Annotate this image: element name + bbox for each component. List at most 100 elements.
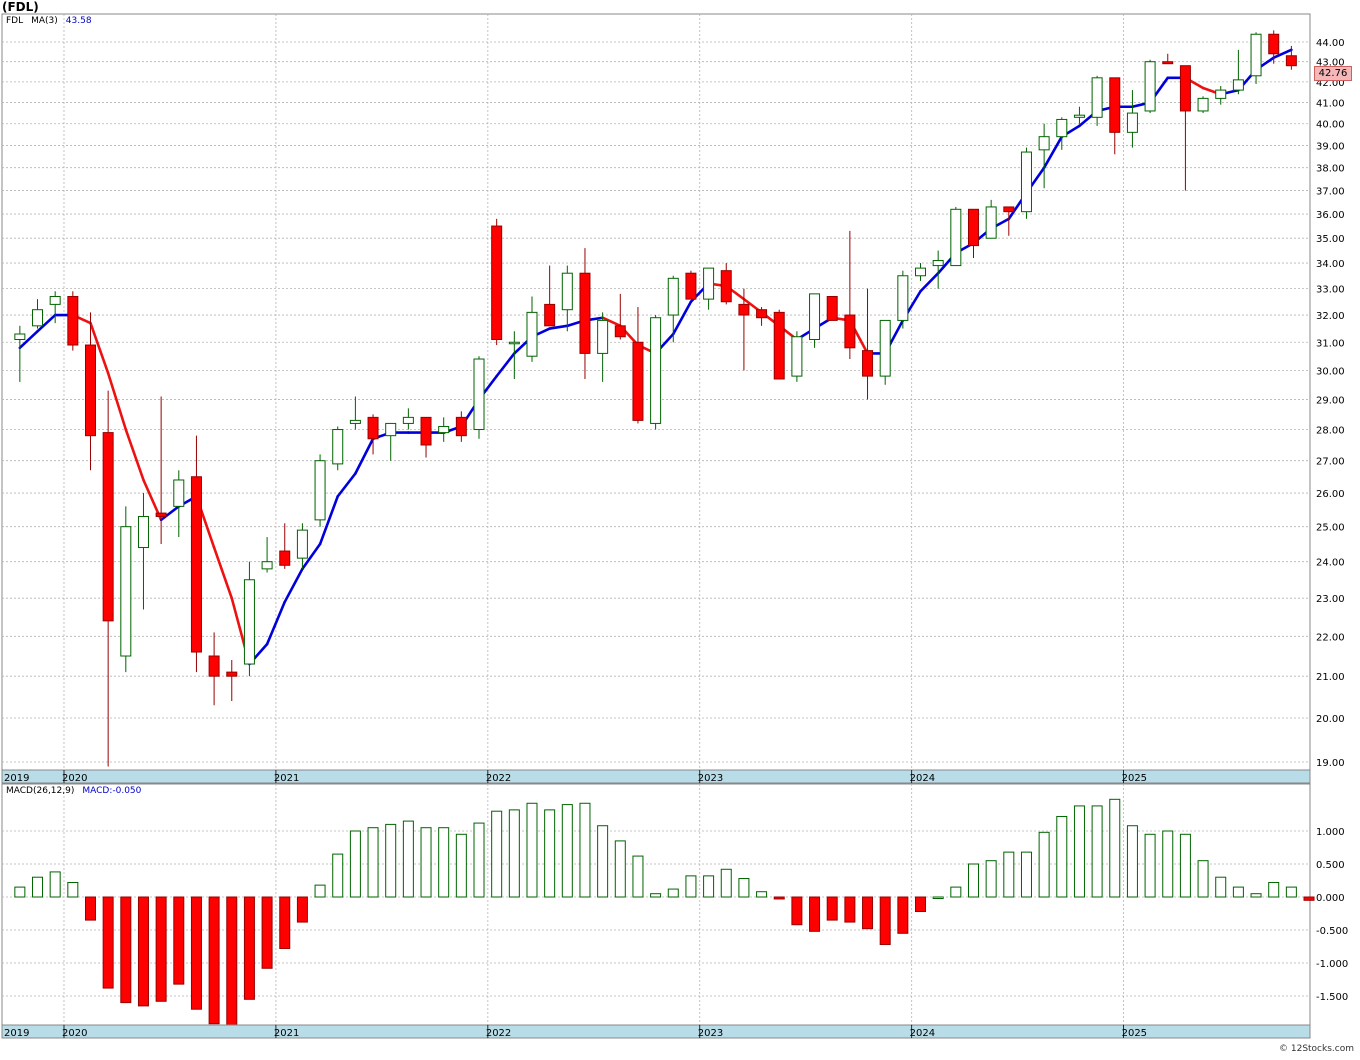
candle-up (137, 515, 149, 549)
ma-segment (124, 428, 145, 482)
candle-up (1232, 79, 1244, 91)
macd-bar-negative (155, 896, 167, 1002)
candle-up (1215, 89, 1227, 99)
year-label: 2023 (698, 1028, 723, 1039)
candle-down (367, 416, 379, 440)
macd-bar-negative (120, 896, 132, 1004)
macd-bar-positive (614, 840, 626, 898)
watermark: © 12Stocks.com (1279, 1044, 1354, 1054)
macd-bar-positive (967, 863, 979, 898)
macd-bar-negative (296, 896, 308, 923)
price-tick-label: 35.00 (1316, 234, 1345, 245)
macd-bar-positive (32, 876, 44, 898)
year-label: 2020 (62, 773, 87, 784)
candle-down (155, 512, 167, 517)
candle-down (491, 225, 503, 341)
chart-title: (FDL) (2, 0, 39, 14)
candle-up (1020, 151, 1032, 213)
macd-bar-positive (1179, 833, 1191, 898)
price-tick-label: 23.00 (1316, 594, 1345, 605)
candle-up (49, 295, 61, 305)
price-date-band (1, 769, 1311, 784)
ma-segment (671, 300, 693, 336)
price-axis: 19.00 20.00 21.00 22.00 23.00 24.00 25.00 26.00… (1316, 38, 1345, 769)
macd-bar-positive (67, 881, 79, 898)
price-tick-label: 20.00 (1316, 714, 1345, 725)
price-tick-label: 30.00 (1316, 366, 1345, 377)
macd-bar-positive (1215, 876, 1227, 898)
ma-segment (354, 437, 375, 475)
candle-down (67, 295, 79, 346)
price-tick-label: 39.00 (1316, 141, 1345, 152)
candle-up (473, 358, 485, 431)
candle-up (349, 419, 361, 424)
macd-bar-positive (632, 855, 644, 898)
macd-bar-negative (897, 896, 909, 934)
candle-up (385, 422, 397, 437)
macd-bar-positive (1109, 798, 1121, 898)
macd-tick-label: 1.000 (1316, 827, 1345, 838)
ma-segment (159, 505, 181, 522)
price-tick-label: 27.00 (1316, 457, 1345, 468)
candle-up (526, 311, 538, 357)
price-tick-label: 43.00 (1316, 58, 1345, 69)
macd-bar-negative (208, 896, 220, 1025)
candle-down (84, 344, 96, 437)
ma-segment (106, 371, 128, 431)
macd-tick-label: 0.000 (1316, 893, 1345, 904)
year-label: 2024 (910, 1028, 935, 1039)
candle-down (632, 341, 644, 421)
macd-bar-positive (491, 810, 503, 898)
macd-bar-negative (261, 896, 273, 969)
candle-up (296, 529, 308, 559)
macd-tick-label: -0.500 (1316, 926, 1348, 937)
macd-bar-positive (314, 884, 326, 898)
macd-bar-positive (332, 853, 344, 898)
candle-down (614, 325, 626, 338)
macd-bar-positive (1091, 805, 1103, 898)
macd-bar-positive (349, 830, 361, 898)
candle-down (685, 272, 697, 300)
candle-up (14, 333, 26, 341)
macd-bar-negative (137, 896, 149, 1007)
price-legend: FDL MA(3) 43.58 (6, 16, 92, 26)
year-label: 2025 (1122, 773, 1147, 784)
legend-ma-label: MA(3) (31, 16, 58, 26)
price-tick-label: 40.00 (1316, 120, 1345, 131)
ma-segment (265, 600, 287, 646)
macd-bar-positive (1056, 815, 1068, 898)
macd-bar-positive (526, 802, 538, 898)
ma-segment (548, 324, 569, 330)
macd-bar-positive (49, 871, 61, 898)
macd-bar-positive (14, 886, 26, 898)
price-tick-label: 31.00 (1316, 338, 1345, 349)
macd-bar-positive (385, 823, 397, 898)
candle-up (173, 479, 185, 507)
macd-bar-negative (1303, 896, 1315, 901)
candle-up (703, 267, 715, 300)
ma-segment (495, 352, 516, 378)
candle-down (967, 208, 979, 247)
macd-bar-positive (561, 804, 573, 898)
candle-up (261, 561, 273, 570)
year-label: 2021 (274, 1028, 299, 1039)
macd-tick-label: -1.500 (1316, 992, 1348, 1003)
macd-bar-positive (738, 878, 750, 898)
candle-down (844, 314, 856, 349)
candle-up (243, 579, 255, 665)
candle-down (420, 416, 432, 446)
legend-ticker: FDL (6, 16, 24, 26)
candle-down (455, 416, 467, 437)
macd-bar-positive (1126, 825, 1138, 898)
year-label: 2019 (4, 1028, 29, 1039)
macd-bar-positive (685, 875, 697, 898)
candle-down (190, 476, 202, 653)
price-tick-label: 22.00 (1316, 632, 1345, 643)
candle-up (985, 206, 997, 239)
price-tick-label: 32.00 (1316, 311, 1345, 322)
last-price-badge: 42.76 (1314, 66, 1352, 81)
macd-bar-negative (844, 896, 856, 923)
candle-down (862, 350, 874, 377)
macd-bar-negative (190, 896, 202, 1010)
